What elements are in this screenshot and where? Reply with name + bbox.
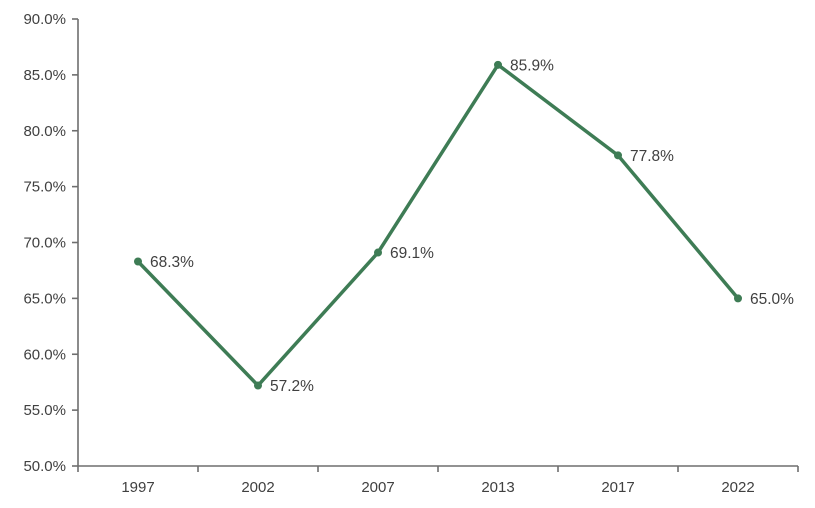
y-tick-label: 75.0% [23,179,66,196]
series-line [136,63,740,388]
x-tick-label: 2022 [721,479,754,496]
data-point-marker [494,60,502,69]
y-tick-label: 90.0% [23,11,66,28]
y-tick-label: 55.0% [23,402,66,419]
x-tick-label: 2002 [241,479,274,496]
y-tick-label: 50.0% [23,458,66,475]
data-point-label: 57.2% [270,378,314,395]
data-point-marker [254,381,262,390]
data-point-marker [374,248,382,257]
data-point-marker [134,257,142,266]
y-tick-label: 70.0% [23,235,66,252]
x-tick-label: 1997 [121,479,154,496]
data-point-label: 77.8% [630,148,674,165]
data-point-label: 69.1% [390,245,434,262]
x-tick-label: 2017 [601,479,634,496]
data-point-marker [614,151,622,160]
data-point-label: 65.0% [750,291,794,308]
data-point-marker [734,294,742,303]
y-tick-label: 60.0% [23,346,66,363]
y-tick-label: 80.0% [23,123,66,140]
x-tick-label: 2007 [361,479,394,496]
data-point-label: 68.3% [150,254,194,271]
y-tick-label: 65.0% [23,290,66,307]
y-tick-label: 85.0% [23,67,66,84]
x-tick-label: 2013 [481,479,514,496]
data-point-label: 85.9% [510,57,554,74]
